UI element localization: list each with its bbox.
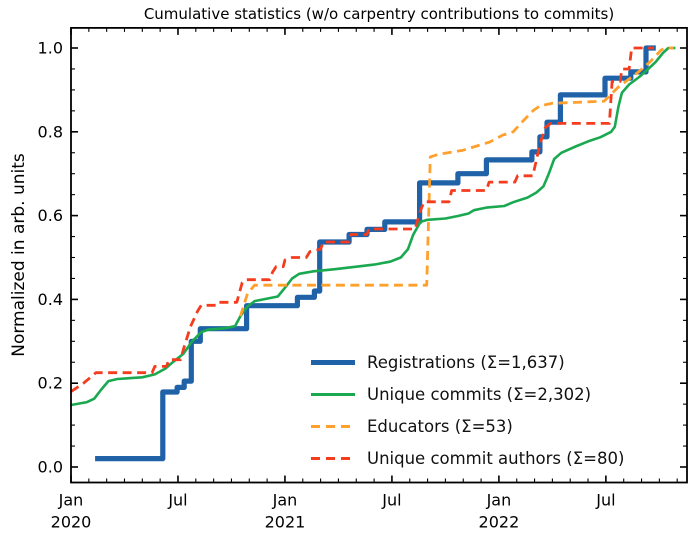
x-tick-label-year: 2020 (51, 513, 92, 532)
legend-line-sample-educators (311, 424, 355, 428)
x-tick-label-year: 2021 (265, 513, 306, 532)
y-tick-label: 1.0 (38, 39, 63, 58)
legend-line-sample-registrations (311, 359, 355, 365)
series-line-educators (239, 46, 674, 317)
y-tick-label: 0.6 (38, 206, 63, 225)
y-tick-label: 0.4 (38, 290, 63, 309)
legend-item-unique-commit-authors: Unique commit authors (Σ=80) (311, 442, 624, 474)
legend: Registrations (Σ=1,637) Unique commits (… (311, 346, 624, 474)
tick-labels: 0.0 0.2 0.4 0.6 0.8 1.0 Jan 2020 Jul Jan 2021 Jul Ja… (38, 39, 616, 532)
legend-line-sample-unique-commit-authors (311, 456, 355, 460)
x-tick-label-year: 2022 (479, 513, 520, 532)
chart-title: Cumulative statistics (w/o carpentry con… (143, 5, 615, 23)
legend-label-unique-commit-authors: Unique commit authors (Σ=80) (367, 448, 625, 468)
legend-item-educators: Educators (Σ=53) (311, 410, 624, 442)
series-line-unique-commit-authors (70, 46, 654, 393)
x-tick-label-month: Jul (167, 491, 187, 510)
y-tick-label: 0.0 (38, 458, 63, 477)
x-tick-label-month: Jul (381, 491, 401, 510)
x-tick-label-month: Jan (486, 491, 512, 510)
legend-label-registrations: Registrations (Σ=1,637) (367, 352, 565, 372)
x-tick-label-month: Jan (272, 491, 298, 510)
x-tick-label-month: Jan (58, 491, 84, 510)
axes-spines (70, 26, 688, 484)
y-tick-label: 0.8 (38, 122, 63, 141)
legend-label-unique-commits: Unique commits (Σ=2,302) (367, 384, 592, 404)
x-tick-label-month: Jul (595, 491, 615, 510)
y-tick-label: 0.2 (38, 374, 63, 393)
legend-item-unique-commits: Unique commits (Σ=2,302) (311, 378, 624, 410)
legend-line-sample-unique-commits (311, 392, 355, 396)
legend-label-educators: Educators (Σ=53) (367, 416, 513, 436)
legend-item-registrations: Registrations (Σ=1,637) (311, 346, 624, 378)
